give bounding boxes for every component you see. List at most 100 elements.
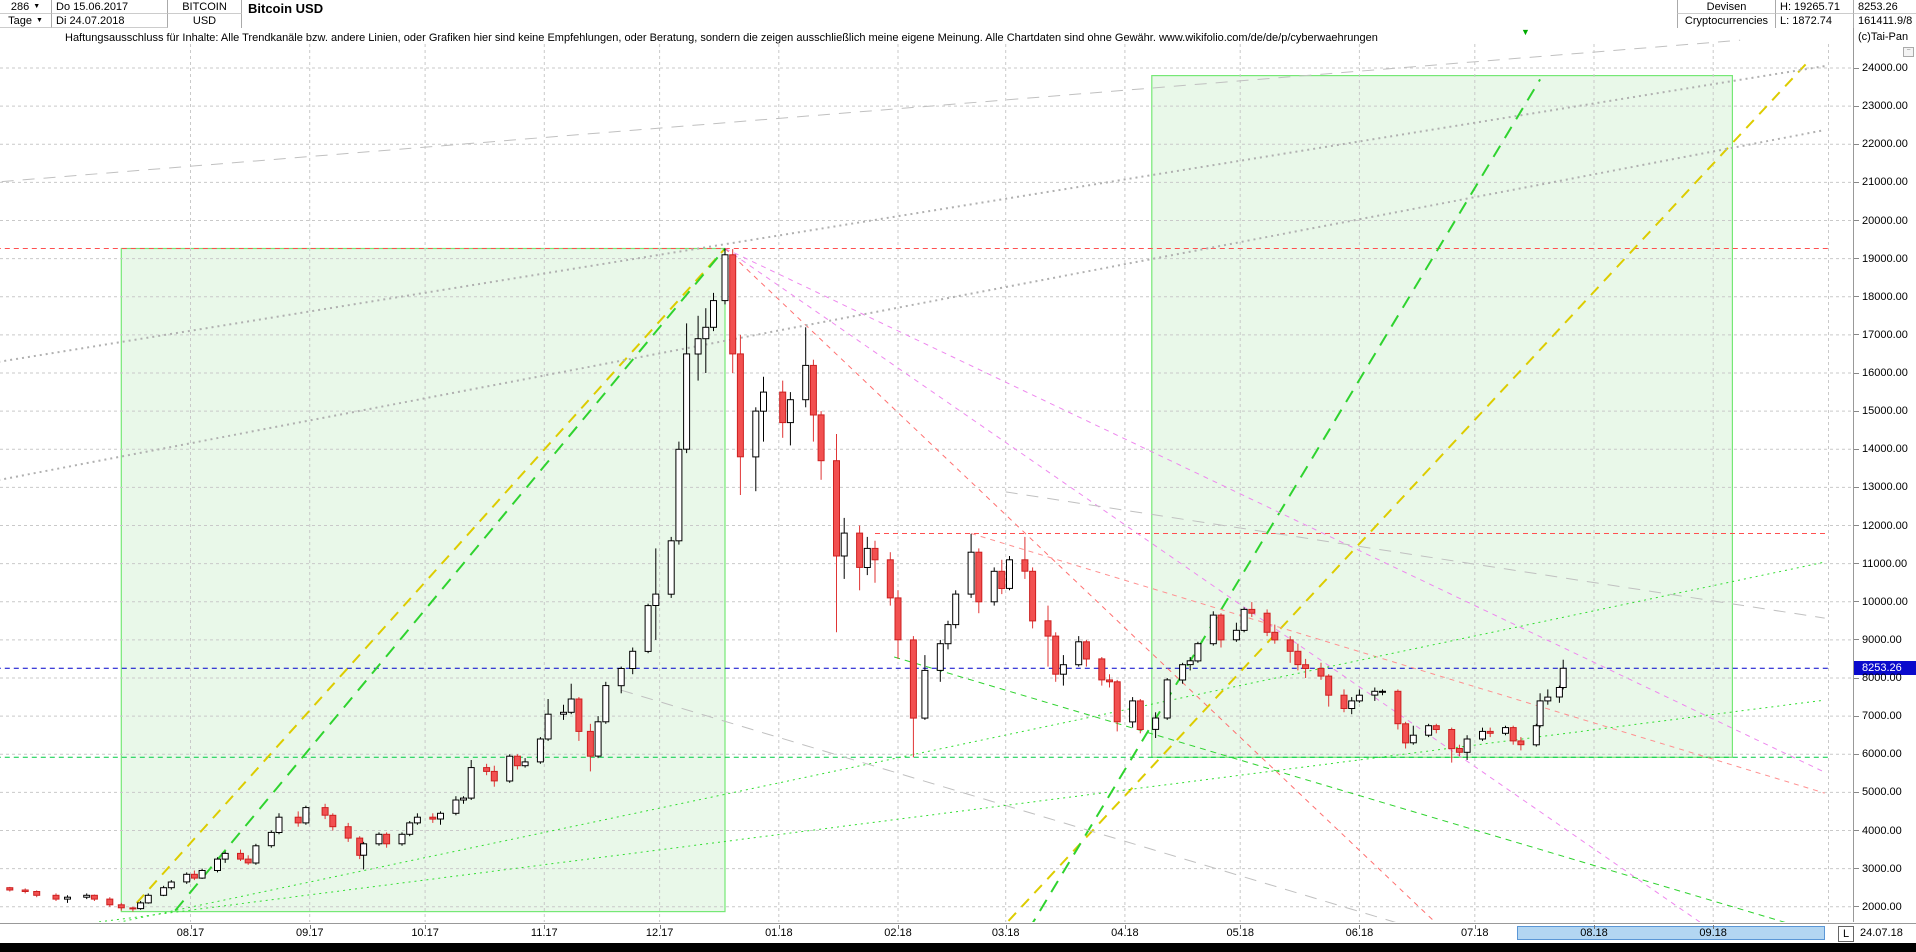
y-axis-label: 7000.00 [1862, 710, 1902, 723]
price-axis: (c)Tai-Pan − 8253.26 24000.00 23000.00 220… [1853, 28, 1916, 922]
y-axis-label: 15000.00 [1862, 405, 1908, 418]
y-axis-label: 21000.00 [1862, 176, 1908, 189]
volume-value: 161411.9/8 [1858, 15, 1913, 27]
x-axis-tick [778, 925, 780, 929]
time-axis: L 24.07.18 08.17 09.17 10.17 11.17 12.17 01.1… [0, 923, 1916, 943]
chart-toolbar: 286 ▼ Tage ▼ Do 15.06.2017 Di 24.07.2018… [0, 0, 1916, 29]
period-high: H: 19265.71 [1776, 0, 1854, 14]
future-range-highlight [1517, 926, 1825, 940]
disclaimer-text: Haftungsausschluss für Inhalte: Alle Tre… [65, 32, 1378, 44]
x-axis-tick [190, 925, 192, 929]
y-axis-tick [1854, 143, 1859, 145]
y-axis-tick [1854, 715, 1859, 717]
y-axis-tick [1854, 791, 1859, 793]
y-axis-tick [1854, 906, 1859, 908]
y-axis-tick [1854, 67, 1859, 69]
x-axis-tick [1713, 925, 1715, 929]
marker-triangle-icon: ▼ [1521, 27, 1530, 37]
y-axis-tick [1854, 753, 1859, 755]
y-axis-tick [1854, 677, 1859, 679]
x-axis-label: 09.18 [1699, 927, 1727, 939]
x-axis-tick [1593, 925, 1595, 929]
chart-area: Haftungsausschluss für Inhalte: Alle Tre… [0, 28, 1916, 952]
y-axis-label: 16000.00 [1862, 367, 1908, 379]
y-axis-label: 3000.00 [1862, 862, 1902, 875]
y-axis-label: 11000.00 [1862, 557, 1908, 570]
y-axis-tick [1854, 830, 1859, 831]
last-date-label: 24.07.18 [1860, 927, 1903, 939]
y-axis-tick [1854, 105, 1859, 107]
y-axis-label: 5000.00 [1862, 786, 1902, 799]
y-axis-label: 10000.00 [1862, 595, 1908, 608]
x-axis-label: 06.18 [1345, 927, 1374, 939]
bars-count-value: 286 [10, 0, 30, 13]
y-axis-tick [1854, 448, 1859, 450]
page-title: Bitcoin USD [248, 1, 324, 16]
symbol-name: BITCOIN [168, 0, 242, 14]
x-axis-label: 07.18 [1461, 927, 1489, 939]
y-axis-label: 23000.00 [1862, 100, 1908, 113]
x-axis-label: 03.18 [991, 927, 1020, 939]
y-axis-label: 24000.00 [1862, 62, 1908, 74]
bars-count-dropdown[interactable]: 286 ▼ [0, 0, 52, 14]
x-axis-tick [1240, 925, 1242, 929]
last-bar-marker: L [1838, 926, 1854, 942]
y-axis-label: 4000.00 [1862, 824, 1902, 837]
y-axis-tick [1854, 639, 1859, 641]
x-axis-label: 10.17 [411, 927, 439, 939]
current-price-badge: 8253.26 [1854, 661, 1916, 676]
period-dropdown[interactable]: Tage ▼ [0, 14, 52, 28]
chevron-down-icon: ▼ [33, 3, 41, 10]
x-axis-label: 11.17 [530, 927, 558, 939]
y-axis-tick [1854, 525, 1859, 526]
y-axis-label: 2000.00 [1862, 900, 1902, 913]
market-label: Devisen [1677, 0, 1776, 14]
y-axis-tick [1854, 486, 1859, 488]
y-axis-label: 17000.00 [1862, 328, 1908, 341]
candlestick-plot[interactable] [0, 28, 1853, 922]
y-axis-label: 9000.00 [1862, 633, 1902, 646]
x-axis-label: 08.17 [176, 927, 205, 939]
y-axis-label: 13000.00 [1862, 481, 1908, 494]
y-axis-label: 20000.00 [1862, 214, 1908, 227]
y-axis-label: 14000.00 [1862, 443, 1908, 456]
x-axis-tick [544, 925, 546, 929]
y-axis-label: 12000.00 [1862, 519, 1908, 532]
y-axis-label: 22000.00 [1862, 138, 1908, 151]
y-axis-label: 6000.00 [1862, 748, 1902, 761]
y-axis-tick [1854, 296, 1859, 298]
x-axis-label: 05.18 [1226, 927, 1254, 939]
y-axis-tick [1854, 601, 1859, 603]
date-from[interactable]: Do 15.06.2017 [52, 0, 168, 14]
x-axis-label: 08.18 [1580, 927, 1608, 939]
x-axis-tick [1005, 925, 1007, 929]
symbol-currency: USD [168, 14, 242, 28]
period-low: L: 1872.74 [1776, 14, 1854, 28]
period-value: Tage [8, 14, 32, 27]
y-axis-tick [1854, 334, 1859, 336]
x-axis-label: 04.18 [1111, 927, 1139, 939]
y-axis-tick [1854, 372, 1859, 374]
x-axis-label: 02.18 [884, 927, 912, 939]
x-axis-tick [1124, 925, 1126, 929]
date-to[interactable]: Di 24.07.2018 [52, 14, 168, 28]
y-axis-tick [1854, 181, 1859, 183]
x-axis-tick [1474, 925, 1476, 929]
x-axis-tick [898, 925, 900, 929]
last-price-value: 8253.26 [1854, 0, 1916, 14]
x-axis-tick [425, 925, 427, 929]
y-axis-label: 19000.00 [1862, 252, 1908, 265]
x-axis-label: 09.17 [295, 927, 324, 939]
y-axis-tick [1854, 258, 1859, 260]
market-sub-label: Cryptocurrencies [1677, 14, 1776, 28]
x-axis-tick [1359, 925, 1361, 929]
collapse-icon[interactable]: − [1903, 47, 1914, 57]
y-axis-tick [1854, 868, 1859, 870]
x-axis-label: 12.17 [645, 927, 674, 939]
x-axis-tick [309, 925, 311, 929]
x-axis-tick [659, 925, 661, 929]
x-axis-label: 01.18 [765, 927, 793, 939]
chevron-down-icon: ▼ [35, 17, 43, 24]
y-axis-label: 18000.00 [1862, 290, 1908, 303]
